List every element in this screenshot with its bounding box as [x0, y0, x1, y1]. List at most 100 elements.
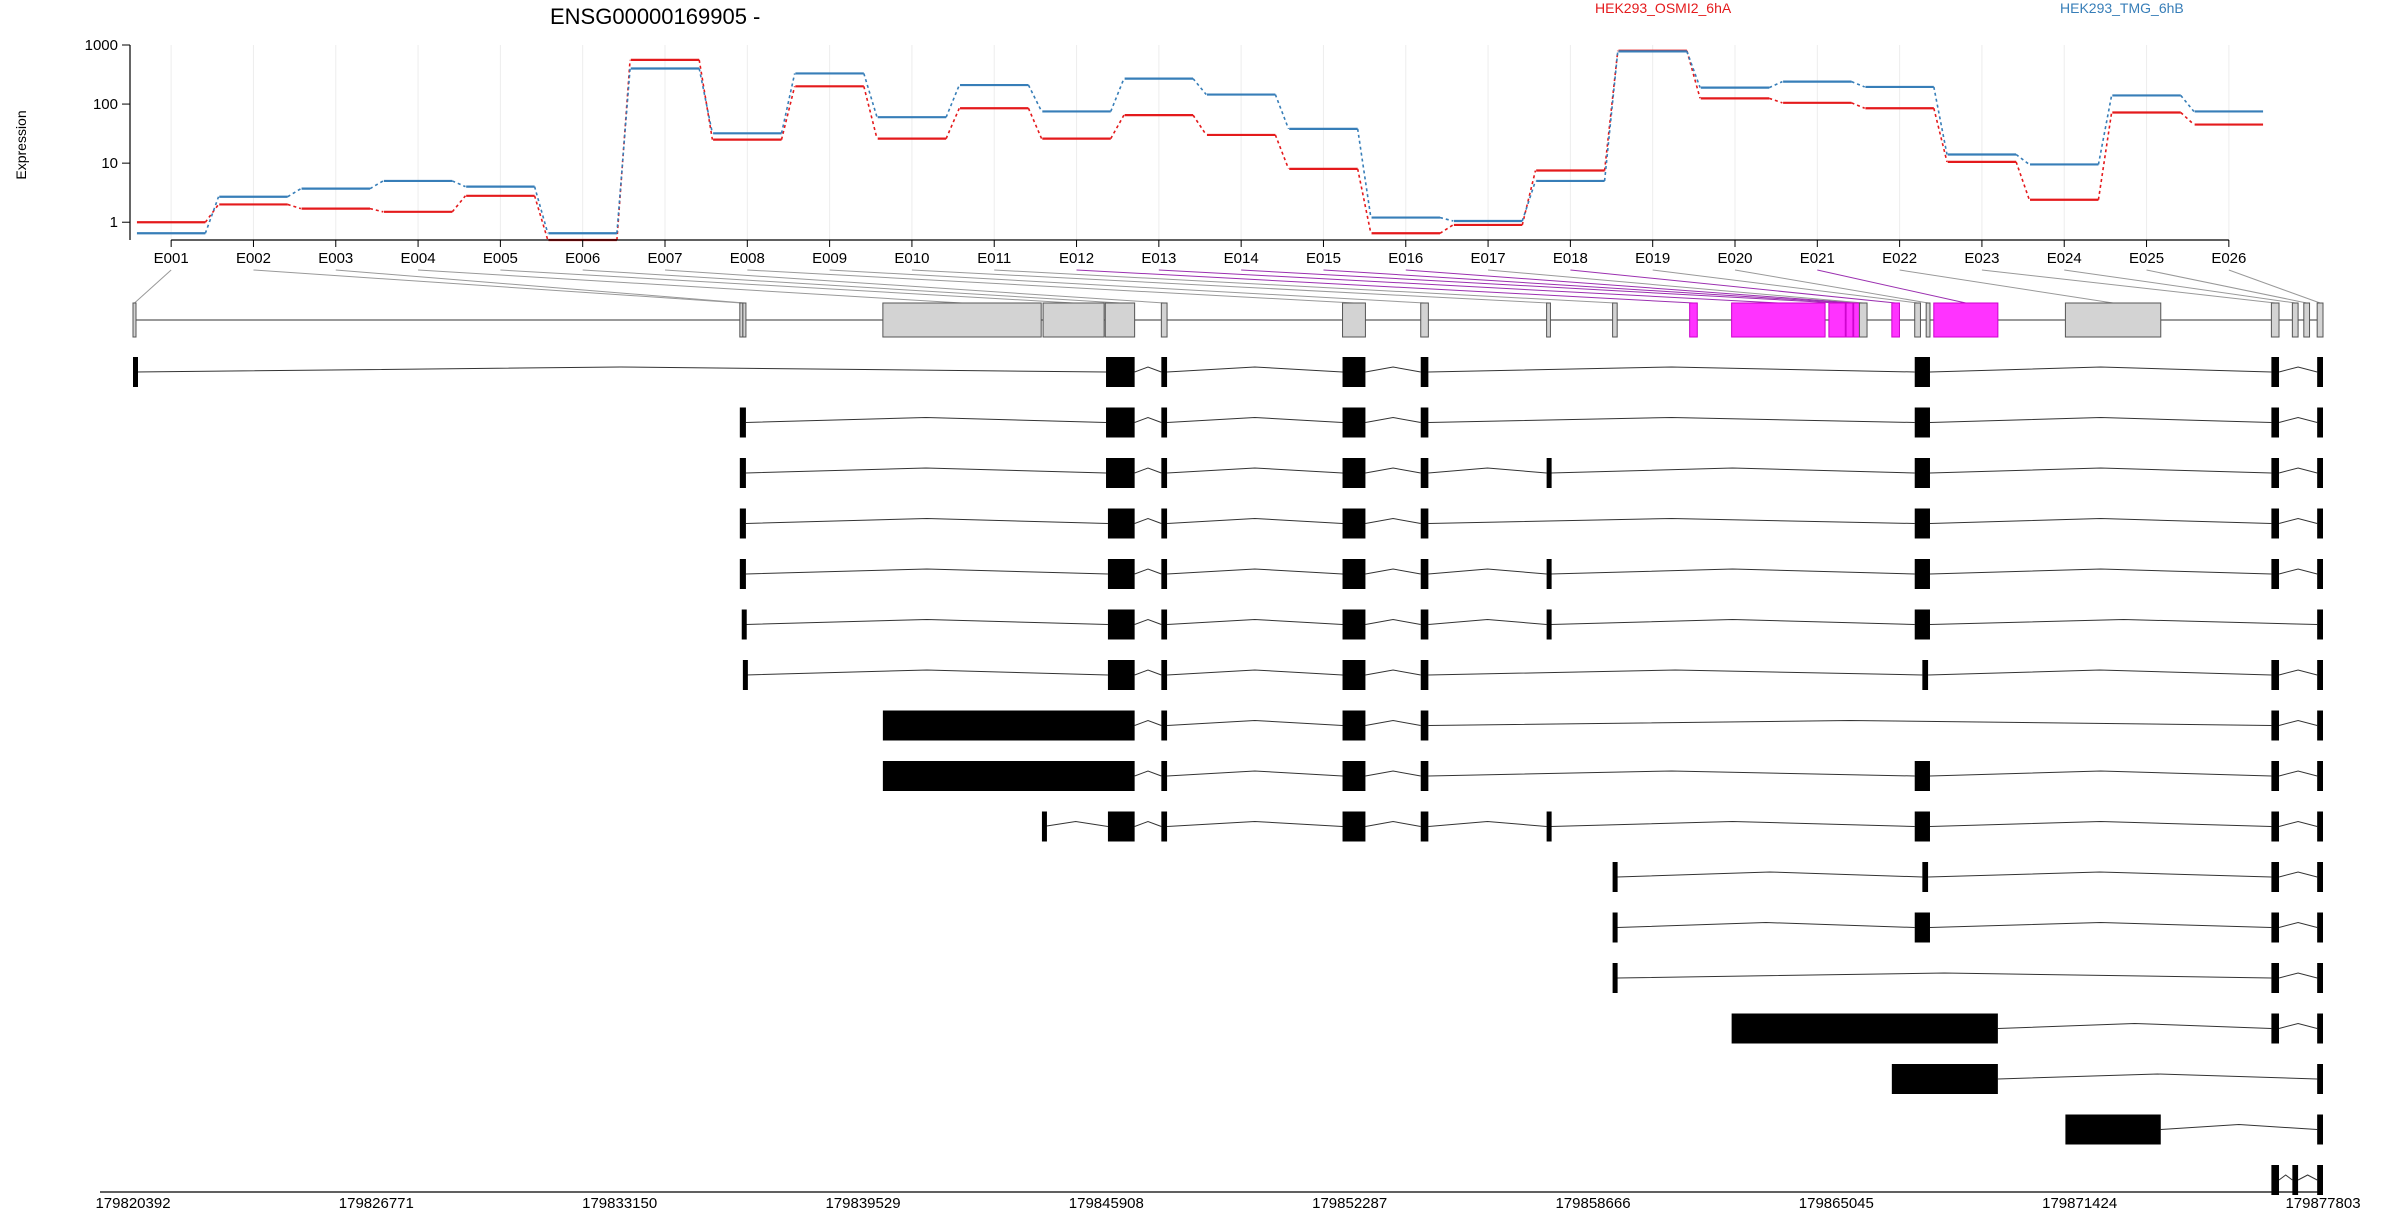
expression-step [616, 59, 631, 241]
exon-block [1342, 302, 1366, 338]
expression-step [1356, 128, 1372, 218]
transcript-exon [1612, 862, 1618, 892]
intron-line [1928, 669, 2272, 676]
exon-connector [2228, 269, 2321, 304]
exon-connector [911, 269, 1549, 304]
transcript-exon [1342, 609, 1366, 640]
intron-line [1134, 820, 1162, 827]
exon-connector [664, 269, 1165, 304]
intron-line [1428, 719, 2272, 726]
exon-label: E011 [977, 250, 1011, 267]
intron-line [1428, 366, 1915, 373]
transcript-exon [133, 357, 138, 387]
intron-line [1929, 568, 2272, 575]
y-tick-label: 10 [101, 155, 118, 172]
expression-step [863, 73, 878, 118]
transcript-exon [2317, 609, 2323, 640]
intron-line [1365, 719, 1421, 726]
grid-lines [170, 45, 2230, 240]
exon-block [1104, 302, 1136, 338]
intron-line [2278, 871, 2318, 878]
exon-label: E018 [1553, 250, 1588, 267]
transcript-exon [1107, 508, 1135, 539]
exon-label: E019 [1635, 250, 1670, 267]
expression-step [2180, 111, 2195, 126]
intron-line [1167, 467, 1343, 474]
transcript-exon [1612, 963, 1618, 993]
transcript-exon [1922, 862, 1929, 892]
exon-label: E020 [1717, 250, 1752, 267]
transcript-exon [2317, 862, 2323, 892]
exon-label: E012 [1059, 250, 1094, 267]
intron-line [1167, 820, 1343, 827]
exon-connector [134, 269, 172, 304]
genomic-tick-label: 179871424 [2042, 1195, 2117, 1210]
intron-line [1365, 467, 1421, 474]
genomic-tick-label: 179833150 [582, 1195, 657, 1210]
expression-step [2180, 94, 2195, 112]
intron-line [1365, 770, 1421, 777]
exon-connector [335, 269, 745, 304]
intron-line [2278, 770, 2318, 777]
intron-line [745, 669, 1108, 676]
exon-label: E017 [1471, 250, 1506, 267]
exon-block [2303, 302, 2311, 338]
transcript-exon [1342, 407, 1366, 438]
intron-line [745, 467, 1107, 474]
exon-label: E001 [154, 250, 189, 267]
transcript-2 [739, 407, 2323, 438]
transcript-exon [2317, 710, 2323, 741]
transcript-exon [1914, 508, 1930, 539]
transcript-exon [739, 559, 746, 589]
transcript-4 [739, 508, 2323, 539]
exon-block [1042, 302, 1105, 338]
expression-step [780, 73, 796, 134]
exon-label: E016 [1388, 250, 1423, 267]
intron-line [2278, 719, 2318, 726]
exon-connector [2064, 269, 2296, 304]
transcript-exon [1914, 407, 1930, 438]
intron-line [1428, 517, 1915, 524]
y-axis: 1 10 100 1000 [85, 37, 131, 240]
transcript-exon [1107, 559, 1135, 589]
transcript-exon [1161, 811, 1168, 842]
expression-lines [136, 49, 2264, 242]
exon-axis: E001 E002 E003 E004 E005 E006 E007 E008 E009 E010… [154, 239, 2246, 267]
transcript-exon [1612, 912, 1618, 943]
transcript-exon [2317, 1114, 2323, 1145]
transcript-exon [2271, 559, 2280, 589]
intron-line [1428, 618, 1547, 625]
transcript-exon [2317, 1064, 2323, 1094]
transcript-exon [1041, 811, 1047, 842]
transcript-exon [2065, 1114, 2161, 1145]
transcript-exon [2317, 1165, 2323, 1195]
transcript-exon [1420, 458, 1429, 488]
intron-line [2278, 820, 2318, 827]
exon-label: E023 [1964, 250, 1999, 267]
expression-step [1274, 134, 1290, 170]
exon-connector [1323, 269, 1850, 304]
transcript-12 [1612, 912, 2323, 943]
transcript-exon [1731, 1013, 1998, 1044]
exon-block [1612, 302, 1618, 338]
exon-block [2270, 302, 2280, 338]
intron-line [1134, 719, 1162, 726]
transcript-9 [882, 761, 2323, 791]
expression-step [1768, 97, 1783, 104]
intron-line [1167, 366, 1343, 373]
transcript-exon [739, 407, 746, 438]
transcript-exon [2317, 963, 2323, 993]
transcript-exon [1914, 811, 1930, 842]
intron-line [2278, 517, 2318, 524]
transcript-exon [2292, 1165, 2299, 1195]
transcript-exon [1420, 357, 1429, 387]
y-tick-label: 1 [110, 214, 118, 231]
exon-connector [994, 269, 1615, 304]
exon-block [1933, 302, 1999, 338]
intron-line [1365, 820, 1421, 827]
expression-step [780, 86, 796, 140]
exon-connector [1899, 269, 2114, 304]
exon-label: E015 [1306, 250, 1341, 267]
transcript-exon [2317, 912, 2323, 943]
transcript-exon [2271, 761, 2280, 791]
